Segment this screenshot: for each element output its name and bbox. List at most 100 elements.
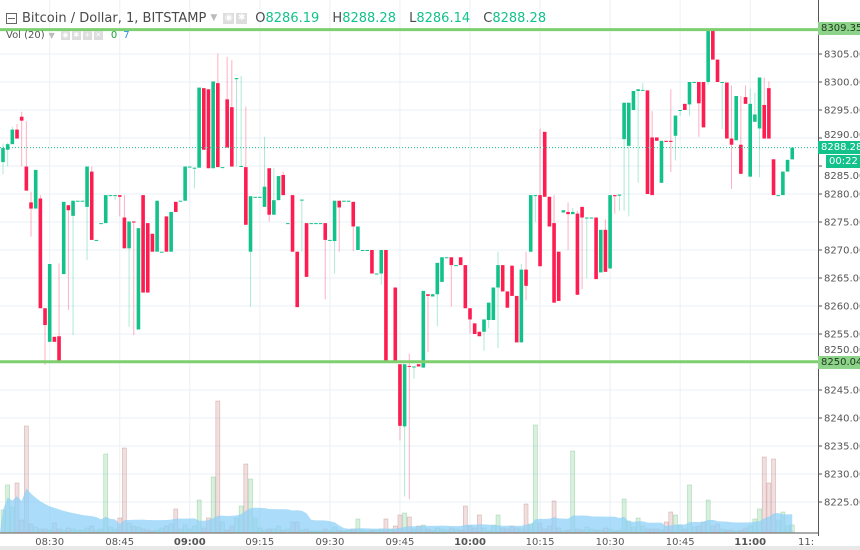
candle (66, 205, 71, 310)
candle (379, 250, 384, 285)
candle (304, 223, 309, 277)
candle-body (570, 211, 575, 215)
candle (337, 200, 342, 252)
symbol-title[interactable]: Bitcoin / Dollar, 1, BITSTAMP (22, 10, 207, 26)
candle (636, 89, 640, 183)
gear-icon[interactable]: ✱ (71, 30, 81, 40)
candle (192, 167, 197, 189)
candle (528, 195, 533, 252)
candle-body (248, 196, 253, 252)
candle (664, 140, 668, 142)
candle (356, 226, 360, 250)
time-tick-label: 09:15 (245, 537, 274, 548)
candle (790, 147, 795, 160)
time-tick-label: 09:00 (174, 537, 206, 548)
candle-body (234, 78, 239, 80)
candle (276, 176, 281, 201)
candle-body (472, 323, 477, 334)
candle (678, 110, 682, 116)
candle-body (337, 200, 342, 208)
candle-body (304, 223, 309, 277)
candle (253, 196, 257, 198)
price-tick-label: 8250.00 (824, 345, 860, 356)
volume-ma-value: 7 (123, 29, 130, 41)
candle-body (258, 196, 262, 198)
candle-body (669, 140, 673, 142)
candle-body (729, 138, 734, 145)
collapse-icon[interactable] (6, 12, 17, 24)
candle (496, 251, 500, 348)
candle-body (393, 287, 398, 361)
time-tick-label: 08:45 (105, 537, 134, 548)
price-tick-label: 8300.00 (824, 78, 860, 89)
candle-body (202, 88, 206, 150)
candle-body (188, 166, 192, 168)
price-tick-label: 8265.00 (824, 274, 860, 285)
candle-body (711, 29, 715, 60)
candle-body (650, 137, 654, 196)
candle-body (552, 223, 556, 303)
candle-body (66, 205, 71, 211)
candle (346, 200, 351, 202)
caret-down-icon[interactable]: ▼ (48, 30, 55, 40)
volume-bar (122, 447, 127, 533)
candle (225, 56, 229, 148)
candle-body (673, 115, 678, 136)
candle (510, 265, 514, 296)
candle (645, 90, 650, 194)
candle-body (468, 308, 472, 320)
volume-label[interactable]: Vol (20) (6, 29, 45, 41)
candle (416, 364, 421, 367)
candle-body (253, 196, 257, 198)
candle (463, 265, 468, 309)
gear-icon[interactable]: ✱ (236, 12, 248, 24)
candle-body (318, 223, 323, 225)
close-icon[interactable]: ✕ (93, 30, 103, 40)
candle (673, 115, 678, 161)
candle (608, 195, 612, 269)
caret-down-icon[interactable]: ▼ (210, 13, 218, 23)
candle (244, 106, 248, 225)
candle-body (566, 211, 570, 215)
candle (683, 103, 687, 110)
time-tick-label: 08:30 (35, 537, 64, 548)
candle-body (725, 82, 729, 139)
candle-body (482, 319, 486, 332)
candle-body (790, 147, 795, 160)
candle (739, 96, 743, 174)
candle-body (692, 82, 696, 83)
candle-body (538, 195, 542, 267)
candle (514, 295, 519, 343)
candle-body (598, 229, 603, 273)
plus-icon[interactable]: + (82, 30, 92, 40)
candle (108, 195, 113, 197)
candle (612, 195, 617, 214)
candle-body (421, 290, 426, 368)
candle-body (528, 195, 533, 252)
candle (711, 29, 715, 60)
candle-body (230, 107, 234, 167)
candle (159, 251, 164, 253)
candle (697, 82, 701, 137)
candle-body (748, 103, 752, 177)
price-tick-label: 8245.00 (824, 386, 860, 397)
time-tick-label: 10:15 (526, 537, 555, 548)
candle-body (402, 364, 407, 427)
candle (300, 199, 304, 252)
candle (692, 82, 696, 83)
time-tick-label: 09:30 (315, 537, 344, 548)
close-value: 8288.28 (492, 10, 547, 26)
eye-icon[interactable]: ◉ (60, 30, 70, 40)
candle (61, 201, 66, 275)
candle (626, 102, 631, 217)
candle-body (19, 116, 24, 121)
eye-icon[interactable]: ◉ (223, 12, 235, 24)
candle-body (631, 90, 636, 110)
candle-body (739, 144, 743, 174)
candle-body (556, 251, 561, 301)
candle-body (384, 250, 388, 361)
candle-body (496, 265, 500, 288)
candle (365, 250, 370, 251)
candle (407, 353, 412, 500)
